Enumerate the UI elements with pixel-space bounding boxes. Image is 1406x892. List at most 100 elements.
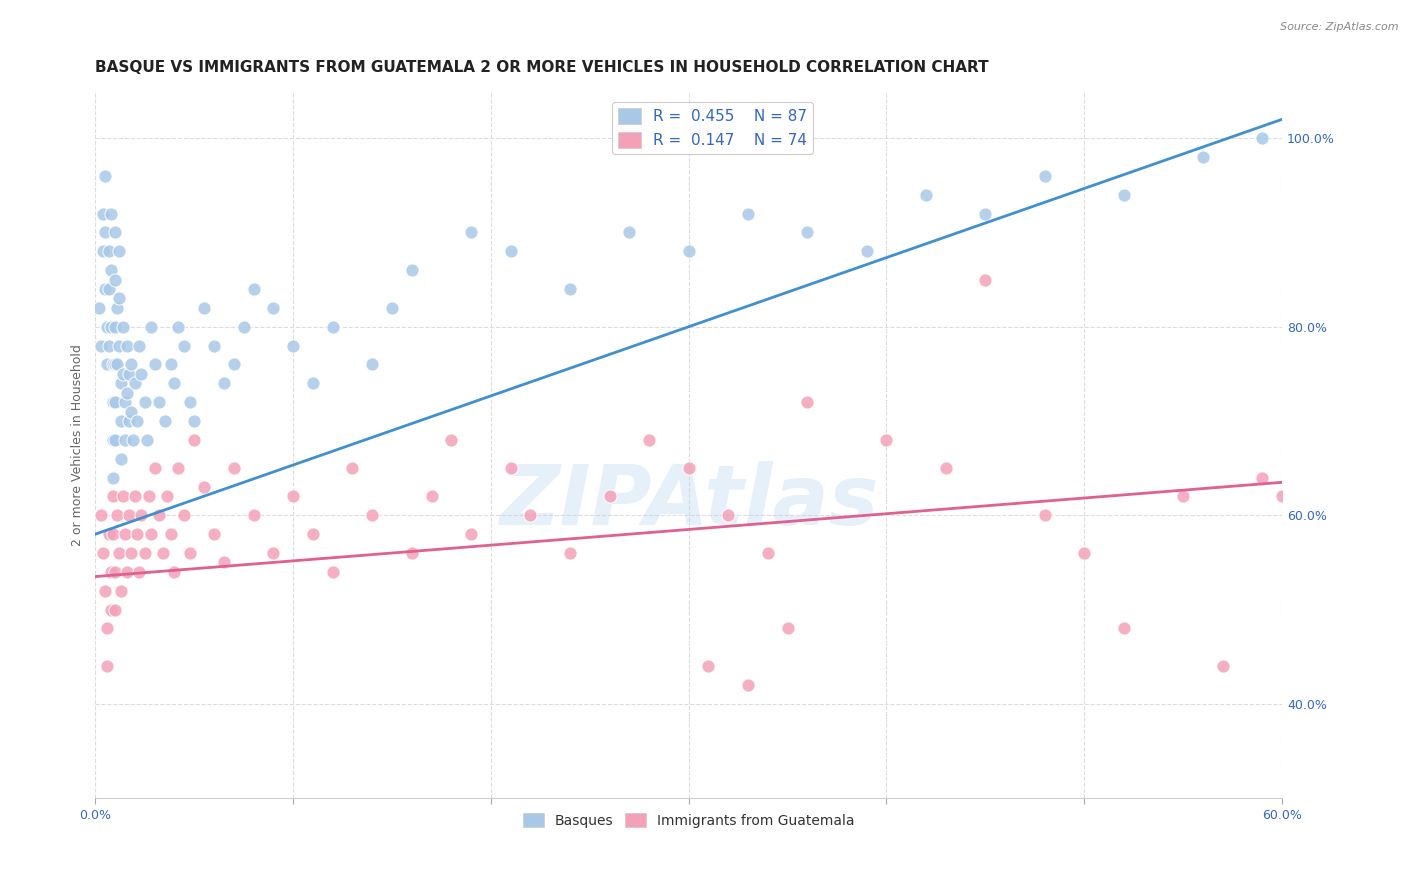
- Point: [139, 319, 162, 334]
- Point: [222, 358, 245, 372]
- Y-axis label: 2 or more Vehicles in Household: 2 or more Vehicles in Household: [72, 343, 84, 546]
- Point: [519, 508, 541, 523]
- Point: [124, 376, 146, 391]
- Point: [1171, 490, 1194, 504]
- Point: [115, 565, 138, 579]
- Point: [129, 367, 152, 381]
- Point: [212, 556, 235, 570]
- Point: [120, 404, 142, 418]
- Point: [118, 367, 141, 381]
- Point: [401, 263, 423, 277]
- Point: [302, 376, 325, 391]
- Point: [110, 376, 132, 391]
- Point: [322, 565, 344, 579]
- Point: [91, 206, 114, 220]
- Point: [152, 546, 174, 560]
- Point: [381, 301, 404, 315]
- Point: [128, 338, 150, 352]
- Point: [163, 376, 186, 391]
- Point: [796, 226, 818, 240]
- Point: [104, 395, 127, 409]
- Point: [163, 565, 186, 579]
- Point: [159, 527, 181, 541]
- Point: [179, 395, 201, 409]
- Point: [232, 319, 254, 334]
- Point: [361, 358, 384, 372]
- Point: [94, 169, 117, 183]
- Point: [1271, 490, 1294, 504]
- Point: [420, 490, 443, 504]
- Point: [105, 508, 128, 523]
- Point: [128, 565, 150, 579]
- Point: [302, 527, 325, 541]
- Point: [101, 470, 124, 484]
- Point: [120, 358, 142, 372]
- Point: [1251, 131, 1274, 145]
- Point: [96, 319, 118, 334]
- Point: [776, 622, 799, 636]
- Point: [94, 282, 117, 296]
- Point: [108, 292, 131, 306]
- Point: [134, 546, 156, 560]
- Point: [796, 395, 818, 409]
- Point: [242, 508, 264, 523]
- Point: [104, 226, 127, 240]
- Point: [96, 659, 118, 673]
- Text: Source: ZipAtlas.com: Source: ZipAtlas.com: [1281, 22, 1399, 32]
- Point: [98, 527, 121, 541]
- Point: [322, 319, 344, 334]
- Point: [108, 338, 131, 352]
- Point: [105, 301, 128, 315]
- Point: [108, 546, 131, 560]
- Point: [183, 433, 205, 447]
- Point: [974, 272, 997, 286]
- Point: [90, 338, 112, 352]
- Point: [125, 527, 148, 541]
- Point: [94, 226, 117, 240]
- Point: [143, 461, 166, 475]
- Point: [281, 490, 304, 504]
- Point: [115, 338, 138, 352]
- Point: [342, 461, 364, 475]
- Point: [599, 490, 621, 504]
- Point: [1073, 546, 1095, 560]
- Point: [100, 206, 122, 220]
- Point: [193, 301, 215, 315]
- Point: [101, 358, 124, 372]
- Point: [619, 226, 641, 240]
- Point: [737, 206, 759, 220]
- Point: [974, 206, 997, 220]
- Point: [193, 480, 215, 494]
- Point: [98, 338, 121, 352]
- Point: [558, 546, 581, 560]
- Point: [120, 546, 142, 560]
- Point: [179, 546, 201, 560]
- Point: [1112, 622, 1135, 636]
- Point: [104, 272, 127, 286]
- Point: [96, 622, 118, 636]
- Point: [159, 358, 181, 372]
- Point: [155, 490, 177, 504]
- Point: [94, 583, 117, 598]
- Point: [134, 395, 156, 409]
- Point: [148, 395, 170, 409]
- Point: [100, 319, 122, 334]
- Point: [139, 527, 162, 541]
- Point: [678, 244, 700, 259]
- Point: [173, 508, 195, 523]
- Point: [148, 508, 170, 523]
- Point: [875, 433, 897, 447]
- Point: [101, 490, 124, 504]
- Point: [100, 565, 122, 579]
- Point: [1112, 187, 1135, 202]
- Point: [104, 602, 127, 616]
- Point: [118, 414, 141, 428]
- Point: [124, 490, 146, 504]
- Point: [915, 187, 938, 202]
- Point: [91, 546, 114, 560]
- Point: [105, 358, 128, 372]
- Point: [104, 433, 127, 447]
- Point: [118, 508, 141, 523]
- Point: [110, 583, 132, 598]
- Point: [114, 395, 136, 409]
